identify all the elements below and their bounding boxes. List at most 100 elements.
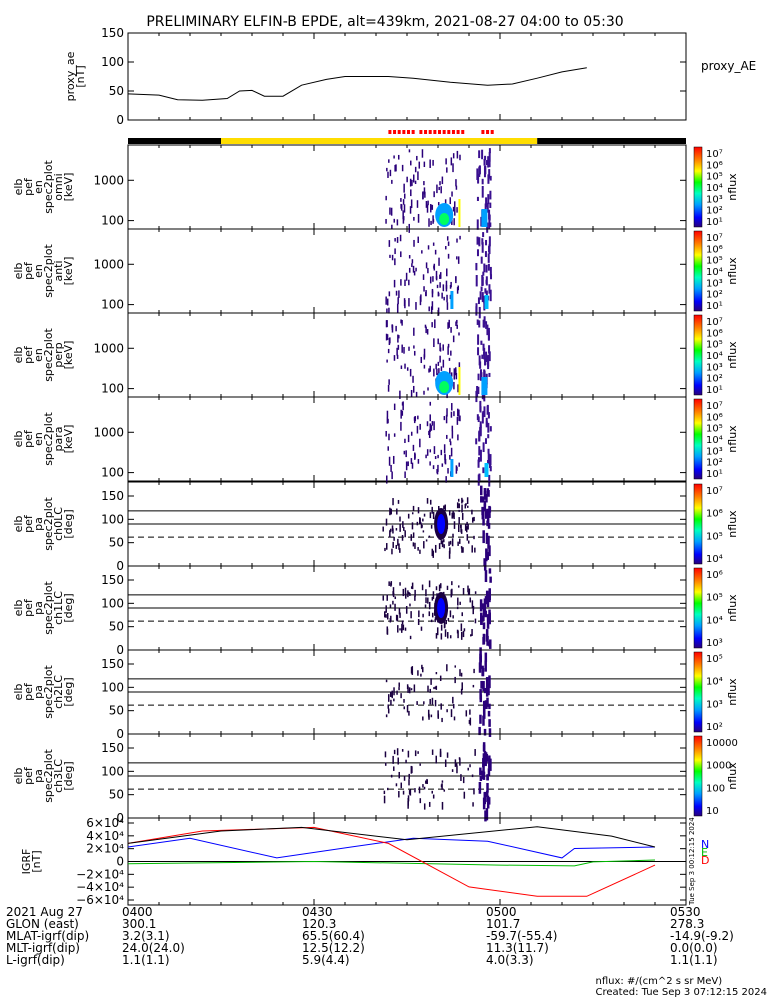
pa-pixel (484, 660, 487, 672)
science-mark-0 (388, 130, 392, 134)
pa-pixel (428, 601, 431, 606)
pa-pixel (446, 709, 448, 713)
spec-pixel (435, 270, 438, 280)
pa-pixel (421, 584, 424, 591)
spec-pixel (489, 190, 492, 200)
spec-pixel (442, 284, 445, 292)
spec-pixel (389, 169, 392, 177)
pa-pixel (479, 655, 483, 662)
pa-pixel (387, 708, 390, 714)
spec-pixel (439, 282, 441, 288)
spec-pixel (440, 449, 443, 456)
spec-pixel (487, 174, 490, 184)
pa-pixel (431, 697, 434, 705)
pa-pixel (485, 548, 488, 562)
spec-pixel (456, 319, 458, 324)
pa-pixel (432, 794, 435, 799)
spec-pixel (453, 218, 455, 226)
spec-pixel (453, 381, 455, 390)
spec-pixel (394, 248, 396, 255)
pa-pixel (484, 652, 488, 662)
ylabel-8-line-3: spec2plot (42, 749, 55, 803)
pa-pixel (486, 774, 489, 781)
spec-pixel (457, 434, 459, 441)
spec-pixel (481, 185, 484, 198)
pa-pixel (449, 610, 452, 618)
pa-pixel (386, 543, 388, 550)
spec-pixel (389, 337, 391, 344)
pa-pixel (383, 790, 386, 795)
spec-pixel (437, 293, 440, 297)
pa-pixel (461, 682, 463, 691)
pa-pixel (428, 801, 431, 807)
pa-pixel (479, 647, 482, 659)
spec-pixel (414, 452, 416, 460)
spec-pixel (386, 298, 389, 306)
spec-pixel (391, 179, 393, 184)
spec-pixel (478, 431, 481, 442)
spec-pixel (401, 344, 403, 353)
spec-pixel (449, 454, 451, 460)
ylabel-8-line-2: pa (32, 769, 45, 783)
spec-pixel (449, 441, 452, 446)
pa-pixel (469, 717, 472, 726)
spec-pixel (429, 414, 431, 422)
spec-pixel (453, 201, 456, 209)
pa-pixel (397, 625, 399, 633)
spec-pixel (459, 154, 461, 161)
colorbar-8 (693, 735, 703, 817)
pa-pixel (486, 512, 490, 525)
spec-pixel (386, 475, 388, 484)
colorbar-5 (693, 483, 703, 565)
spec-pixel (479, 424, 482, 437)
pa-pixel (416, 701, 418, 705)
pa-pixel (459, 758, 461, 766)
spec-pixel (410, 431, 413, 436)
pa-pixel (446, 752, 449, 758)
spec-pixel (488, 345, 491, 354)
spec-pixel (447, 346, 449, 355)
spec-pixel (388, 433, 390, 441)
spectrogram-data-4 (385, 400, 492, 487)
spec-pixel (412, 385, 415, 393)
ytick-label-8-3: 0 (116, 811, 124, 825)
pa-pixel (392, 541, 394, 548)
spec-pixel (444, 458, 447, 465)
ylabel-4-line-5: [keV] (62, 425, 75, 454)
spec-core (439, 381, 450, 393)
spec-pixel (404, 363, 406, 369)
colorbar-tick-7-2: 10³ (706, 699, 723, 710)
spec-pixel (410, 189, 412, 197)
pa-pixel (389, 604, 392, 608)
pa-pixel (402, 588, 405, 597)
ylabel-3-line-3: spec2plot (42, 328, 55, 382)
spec-pixel (482, 271, 485, 276)
pa-pixel (482, 758, 485, 768)
pa-pixel (393, 687, 395, 696)
spec-pixel (485, 197, 488, 208)
ytick-label-4-0: 1000 (93, 425, 124, 439)
colorbar-tick-3-2: 10⁵ (706, 340, 723, 351)
ylabel-7-line-3: spec2plot (42, 665, 55, 719)
spec-pixel (433, 446, 436, 455)
spec-pixel (449, 367, 451, 376)
pa-pixel (404, 587, 407, 595)
spec-pixel (409, 368, 412, 377)
pa-pixel (399, 582, 401, 586)
footer-row-value: -59.7(-55.4) (486, 929, 558, 943)
colorbar-tick-1-5: 10² (706, 206, 723, 217)
science-mark-0 (393, 130, 397, 134)
pa-pixel (411, 512, 414, 515)
spec-pixel (483, 263, 486, 273)
spec-pixel (431, 322, 433, 328)
panel-frame-1 (127, 144, 687, 230)
pa-pixel (409, 603, 411, 607)
spec-pixel (456, 238, 458, 243)
colorbar-tick-6-1: 10⁵ (706, 593, 723, 604)
pa-pixel (441, 540, 444, 548)
pa-pixel (402, 790, 405, 795)
spec-pixel (394, 238, 396, 242)
colorbar-2 (693, 230, 703, 312)
pa-pixel (471, 600, 474, 608)
ylabel-1-line-1: pef (22, 177, 35, 196)
